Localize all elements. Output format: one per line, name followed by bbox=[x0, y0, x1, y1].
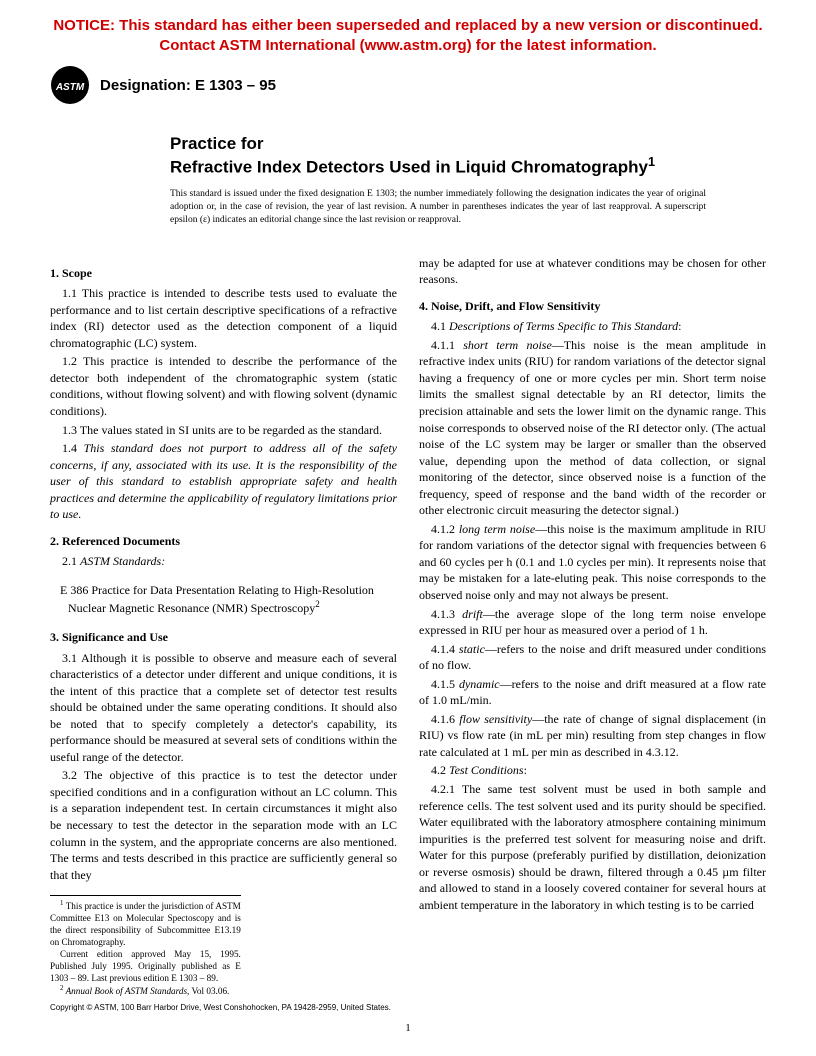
noise-heading: 4. Noise, Drift, and Flow Sensitivity bbox=[419, 298, 766, 315]
para-4-1-6: 4.1.6 flow sensitivity—the rate of chang… bbox=[419, 711, 766, 761]
para-4-1-2: 4.1.2 long term noise—this noise is the … bbox=[419, 521, 766, 604]
p416-lead: 4.1.6 bbox=[431, 712, 459, 726]
para-4-1-5: 4.1.5 dynamic—refers to the noise and dr… bbox=[419, 676, 766, 709]
title-block: Practice for Refractive Index Detectors … bbox=[170, 133, 766, 227]
title-sup: 1 bbox=[648, 154, 655, 169]
body-columns: 1. Scope 1.1 This practice is intended t… bbox=[50, 255, 766, 998]
p411-term: short term noise bbox=[463, 338, 552, 352]
p4-1-lead: 4.1 bbox=[431, 319, 449, 333]
para-3-2: 3.2 The objective of this practice is to… bbox=[50, 767, 397, 883]
para-4-1-3: 4.1.3 drift—the average slope of the lon… bbox=[419, 606, 766, 639]
para-1-2: 1.2 This practice is intended to describ… bbox=[50, 353, 397, 419]
p412-lead: 4.1.2 bbox=[431, 522, 459, 536]
para-4-2: 4.2 Test Conditions: bbox=[419, 762, 766, 779]
p413-lead: 4.1.3 bbox=[431, 607, 462, 621]
page-number: 1 bbox=[0, 1022, 816, 1034]
notice-line1: NOTICE: This standard has either been su… bbox=[53, 17, 762, 34]
fn1-text: This practice is under the jurisdiction … bbox=[50, 901, 241, 947]
ref-e386-text: E 386 Practice for Data Presentation Rel… bbox=[60, 583, 374, 616]
footnote-1: 1 This practice is under the jurisdictio… bbox=[50, 900, 241, 949]
p4-1-ital: Descriptions of Terms Specific to This S… bbox=[449, 319, 678, 333]
p415-term: dynamic bbox=[459, 677, 500, 691]
svg-text:ASTM: ASTM bbox=[55, 82, 85, 93]
footnotes: 1 This practice is under the jurisdictio… bbox=[50, 895, 241, 998]
para-cont: may be adapted for use at whatever condi… bbox=[419, 255, 766, 288]
ref-e386-sup: 2 bbox=[315, 599, 320, 609]
scope-heading: 1. Scope bbox=[50, 265, 397, 282]
title-line1: Practice for bbox=[170, 134, 264, 153]
ref-e386: E 386 Practice for Data Presentation Rel… bbox=[50, 582, 397, 617]
p412-term: long term noise bbox=[459, 522, 535, 536]
issued-note: This standard is issued under the fixed … bbox=[170, 188, 766, 226]
para-1-1: 1.1 This practice is intended to describ… bbox=[50, 285, 397, 351]
p2-1-ital: ASTM Standards: bbox=[80, 554, 165, 568]
document-title: Practice for Refractive Index Detectors … bbox=[170, 133, 766, 178]
copyright-line: Copyright © ASTM, 100 Barr Harbor Drive,… bbox=[50, 1003, 391, 1012]
notice-line2: Contact ASTM International (www.astm.org… bbox=[159, 37, 656, 54]
header-row: ASTM Designation: E 1303 – 95 bbox=[0, 59, 816, 113]
p42-lead: 4.2 bbox=[431, 763, 449, 777]
p413-term: drift bbox=[462, 607, 483, 621]
footnote-2: 2 Annual Book of ASTM Standards, Vol 03.… bbox=[50, 985, 241, 998]
fn2-ital: Annual Book of ASTM Standards bbox=[63, 986, 187, 996]
footnote-1b: Current edition approved May 15, 1995. P… bbox=[50, 949, 241, 985]
ref-heading: 2. Referenced Documents bbox=[50, 533, 397, 550]
para-4-1-1: 4.1.1 short term noise—This noise is the… bbox=[419, 337, 766, 519]
designation-label: Designation: E 1303 – 95 bbox=[100, 77, 276, 94]
para-2-1: 2.1 ASTM Standards: bbox=[50, 553, 397, 570]
fn2-tail: , Vol 03.06. bbox=[187, 986, 229, 996]
left-column: 1. Scope 1.1 This practice is intended t… bbox=[50, 255, 397, 998]
astm-logo-icon: ASTM bbox=[50, 65, 90, 105]
para-3-1: 3.1 Although it is possible to observe a… bbox=[50, 650, 397, 766]
para-4-1: 4.1 Descriptions of Terms Specific to Th… bbox=[419, 318, 766, 335]
right-column: may be adapted for use at whatever condi… bbox=[419, 255, 766, 998]
p414-lead: 4.1.4 bbox=[431, 642, 459, 656]
title-line2: Refractive Index Detectors Used in Liqui… bbox=[170, 158, 648, 177]
p416-term: flow sensitivity bbox=[459, 712, 532, 726]
para-4-2-1: 4.2.1 The same test solvent must be used… bbox=[419, 781, 766, 913]
p414-term: static bbox=[459, 642, 485, 656]
notice-banner: NOTICE: This standard has either been su… bbox=[0, 0, 816, 59]
para-4-1-4: 4.1.4 static—refers to the noise and dri… bbox=[419, 641, 766, 674]
p411-lead: 4.1.1 bbox=[431, 338, 463, 352]
p42-ital: Test Conditions bbox=[449, 763, 524, 777]
para-1-3: 1.3 The values stated in SI units are to… bbox=[50, 422, 397, 439]
sig-heading: 3. Significance and Use bbox=[50, 629, 397, 646]
p411-body: —This noise is the mean amplitude in ref… bbox=[419, 338, 766, 517]
para-1-4: 1.4 1.4 This standard does not purport t… bbox=[50, 440, 397, 523]
p415-lead: 4.1.5 bbox=[431, 677, 459, 691]
p2-1-lead: 2.1 bbox=[62, 554, 80, 568]
